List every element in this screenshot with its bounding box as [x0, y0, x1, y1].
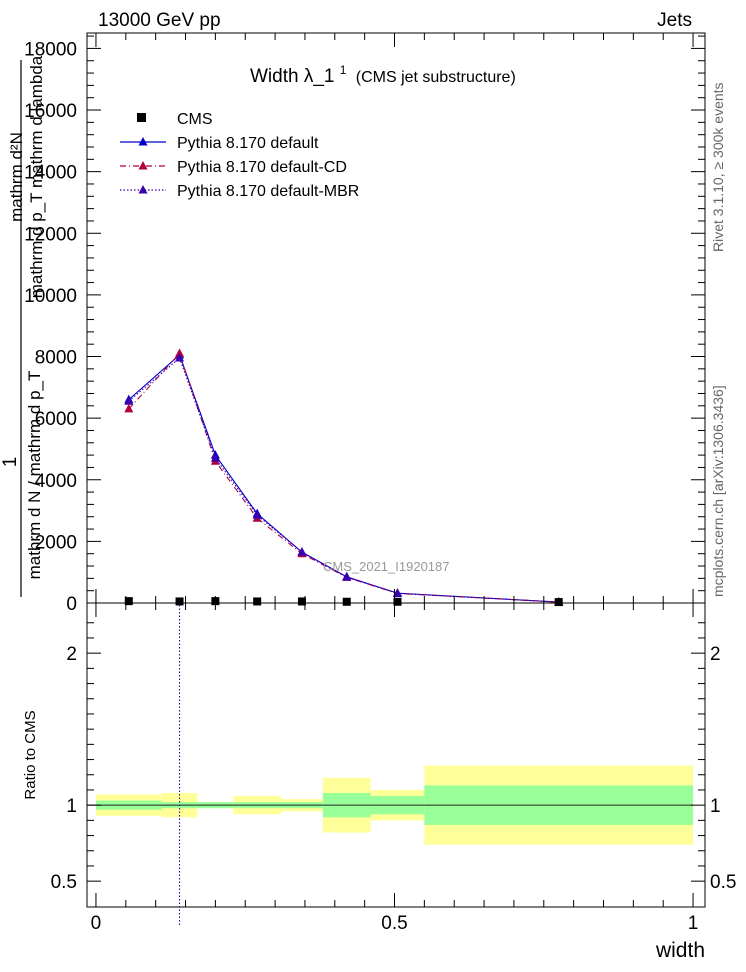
top-y-label: 1 mathrm d²N mathrm d p_T mathrm d lambd… [0, 55, 46, 597]
series-marker [392, 588, 402, 597]
cms-marker [253, 597, 262, 606]
series-marker [175, 348, 185, 357]
x-tick-label: 0.5 [381, 913, 407, 934]
top-y-tick-label: 0 [66, 594, 77, 615]
plot-title: Width λ_1 1 (CMS jet substructure) [250, 58, 516, 87]
series-marker [124, 396, 134, 405]
cms-marker [124, 597, 133, 606]
cms-marker [297, 597, 306, 606]
x-axis-label: width [655, 939, 705, 962]
bottom-y-tick-label: 1 [66, 796, 77, 817]
top-y-tick-label: 4000 [35, 471, 77, 492]
bottom-y-tick-label: 0.5 [51, 872, 77, 893]
series-marker [210, 453, 220, 462]
rivet-note: Rivet 3.1.10, ≥ 300k events [710, 82, 726, 252]
top-y-tick-label: 10000 [24, 286, 77, 307]
legend-marker-cms [137, 113, 146, 122]
bottom-ticks: 0 0.5 1 0.5 0.5 1 1 2 2 [51, 603, 736, 934]
x-tick-label: 1 [688, 913, 699, 934]
header-jets: Jets [657, 10, 692, 31]
bottom-y-tick-label-right: 0.5 [710, 872, 736, 893]
plot-title-main: Width λ_1 [250, 66, 334, 87]
header-energy: 13000 GeV pp [98, 10, 221, 31]
legend-label: CMS [177, 111, 213, 128]
top-y-label-numerator: mathrm d²N [7, 132, 26, 222]
series-marker [342, 572, 352, 581]
top-y-label-numerator-sub: mathrm d p_T mathrm d lambda [27, 55, 46, 298]
series-marker [252, 510, 262, 519]
legend-label: Pythia 8.170 default-MBR [177, 183, 359, 200]
top-y-label-one: 1 [0, 457, 21, 468]
plot-title-sup: 1 [340, 63, 347, 77]
cms-marker [342, 597, 351, 606]
top-y-tick-label: 2000 [35, 532, 77, 553]
bottom-marks [87, 605, 694, 927]
legend-marker [138, 161, 148, 170]
top-y-tick-label: 8000 [35, 348, 77, 369]
top-y-tick-label: 12000 [24, 224, 77, 245]
series-line [128, 357, 559, 603]
cms-marker [175, 597, 184, 606]
legend-marker [138, 137, 148, 146]
legend-marker [138, 185, 148, 194]
bottom-y-tick-label-right: 1 [710, 796, 721, 817]
series-line [128, 352, 559, 603]
legend-label: Pythia 8.170 default [177, 135, 319, 152]
bottom-frame [86, 602, 706, 908]
bottom-y-tick-label: 2 [66, 644, 77, 665]
cms-marker [393, 597, 402, 606]
mcplots-note: mcplots.cern.ch [arXiv:1306.3436] [710, 385, 726, 597]
top-y-tick-label: 14000 [24, 163, 77, 184]
series-marker [175, 353, 185, 362]
plot-title-sub: (CMS jet substructure) [356, 69, 516, 86]
bottom-y-tick-label-right: 2 [710, 644, 721, 665]
series-marker [297, 547, 307, 556]
top-ticks: 0 2000 4000 6000 8000 10000 12000 14000 16000 180… [24, 33, 705, 615]
bottom-panel: 0 0.5 1 0.5 0.5 1 1 2 2 Ratio to CMS [22, 602, 736, 934]
top-y-tick-label: 16000 [24, 101, 77, 122]
top-y-label-denominator: mathrm d N / mathrm d p_T [25, 371, 44, 580]
watermark: CMS_2021_I1920187 [323, 559, 450, 574]
top-y-tick-label: 6000 [35, 409, 77, 430]
legend: CMS Pythia 8.170 default Pythia 8.170 defa… [120, 111, 359, 200]
legend-label: Pythia 8.170 default-CD [177, 159, 347, 176]
ratio-y-label: Ratio to CMS [22, 710, 39, 799]
top-panel: 0 2000 4000 6000 8000 10000 12000 14000 16000 180… [0, 32, 706, 615]
x-tick-label: 0 [91, 913, 102, 934]
cms-marker [554, 598, 563, 607]
top-marks [124, 348, 564, 607]
series-marker [124, 403, 134, 413]
top-y-tick-label: 18000 [24, 39, 77, 60]
